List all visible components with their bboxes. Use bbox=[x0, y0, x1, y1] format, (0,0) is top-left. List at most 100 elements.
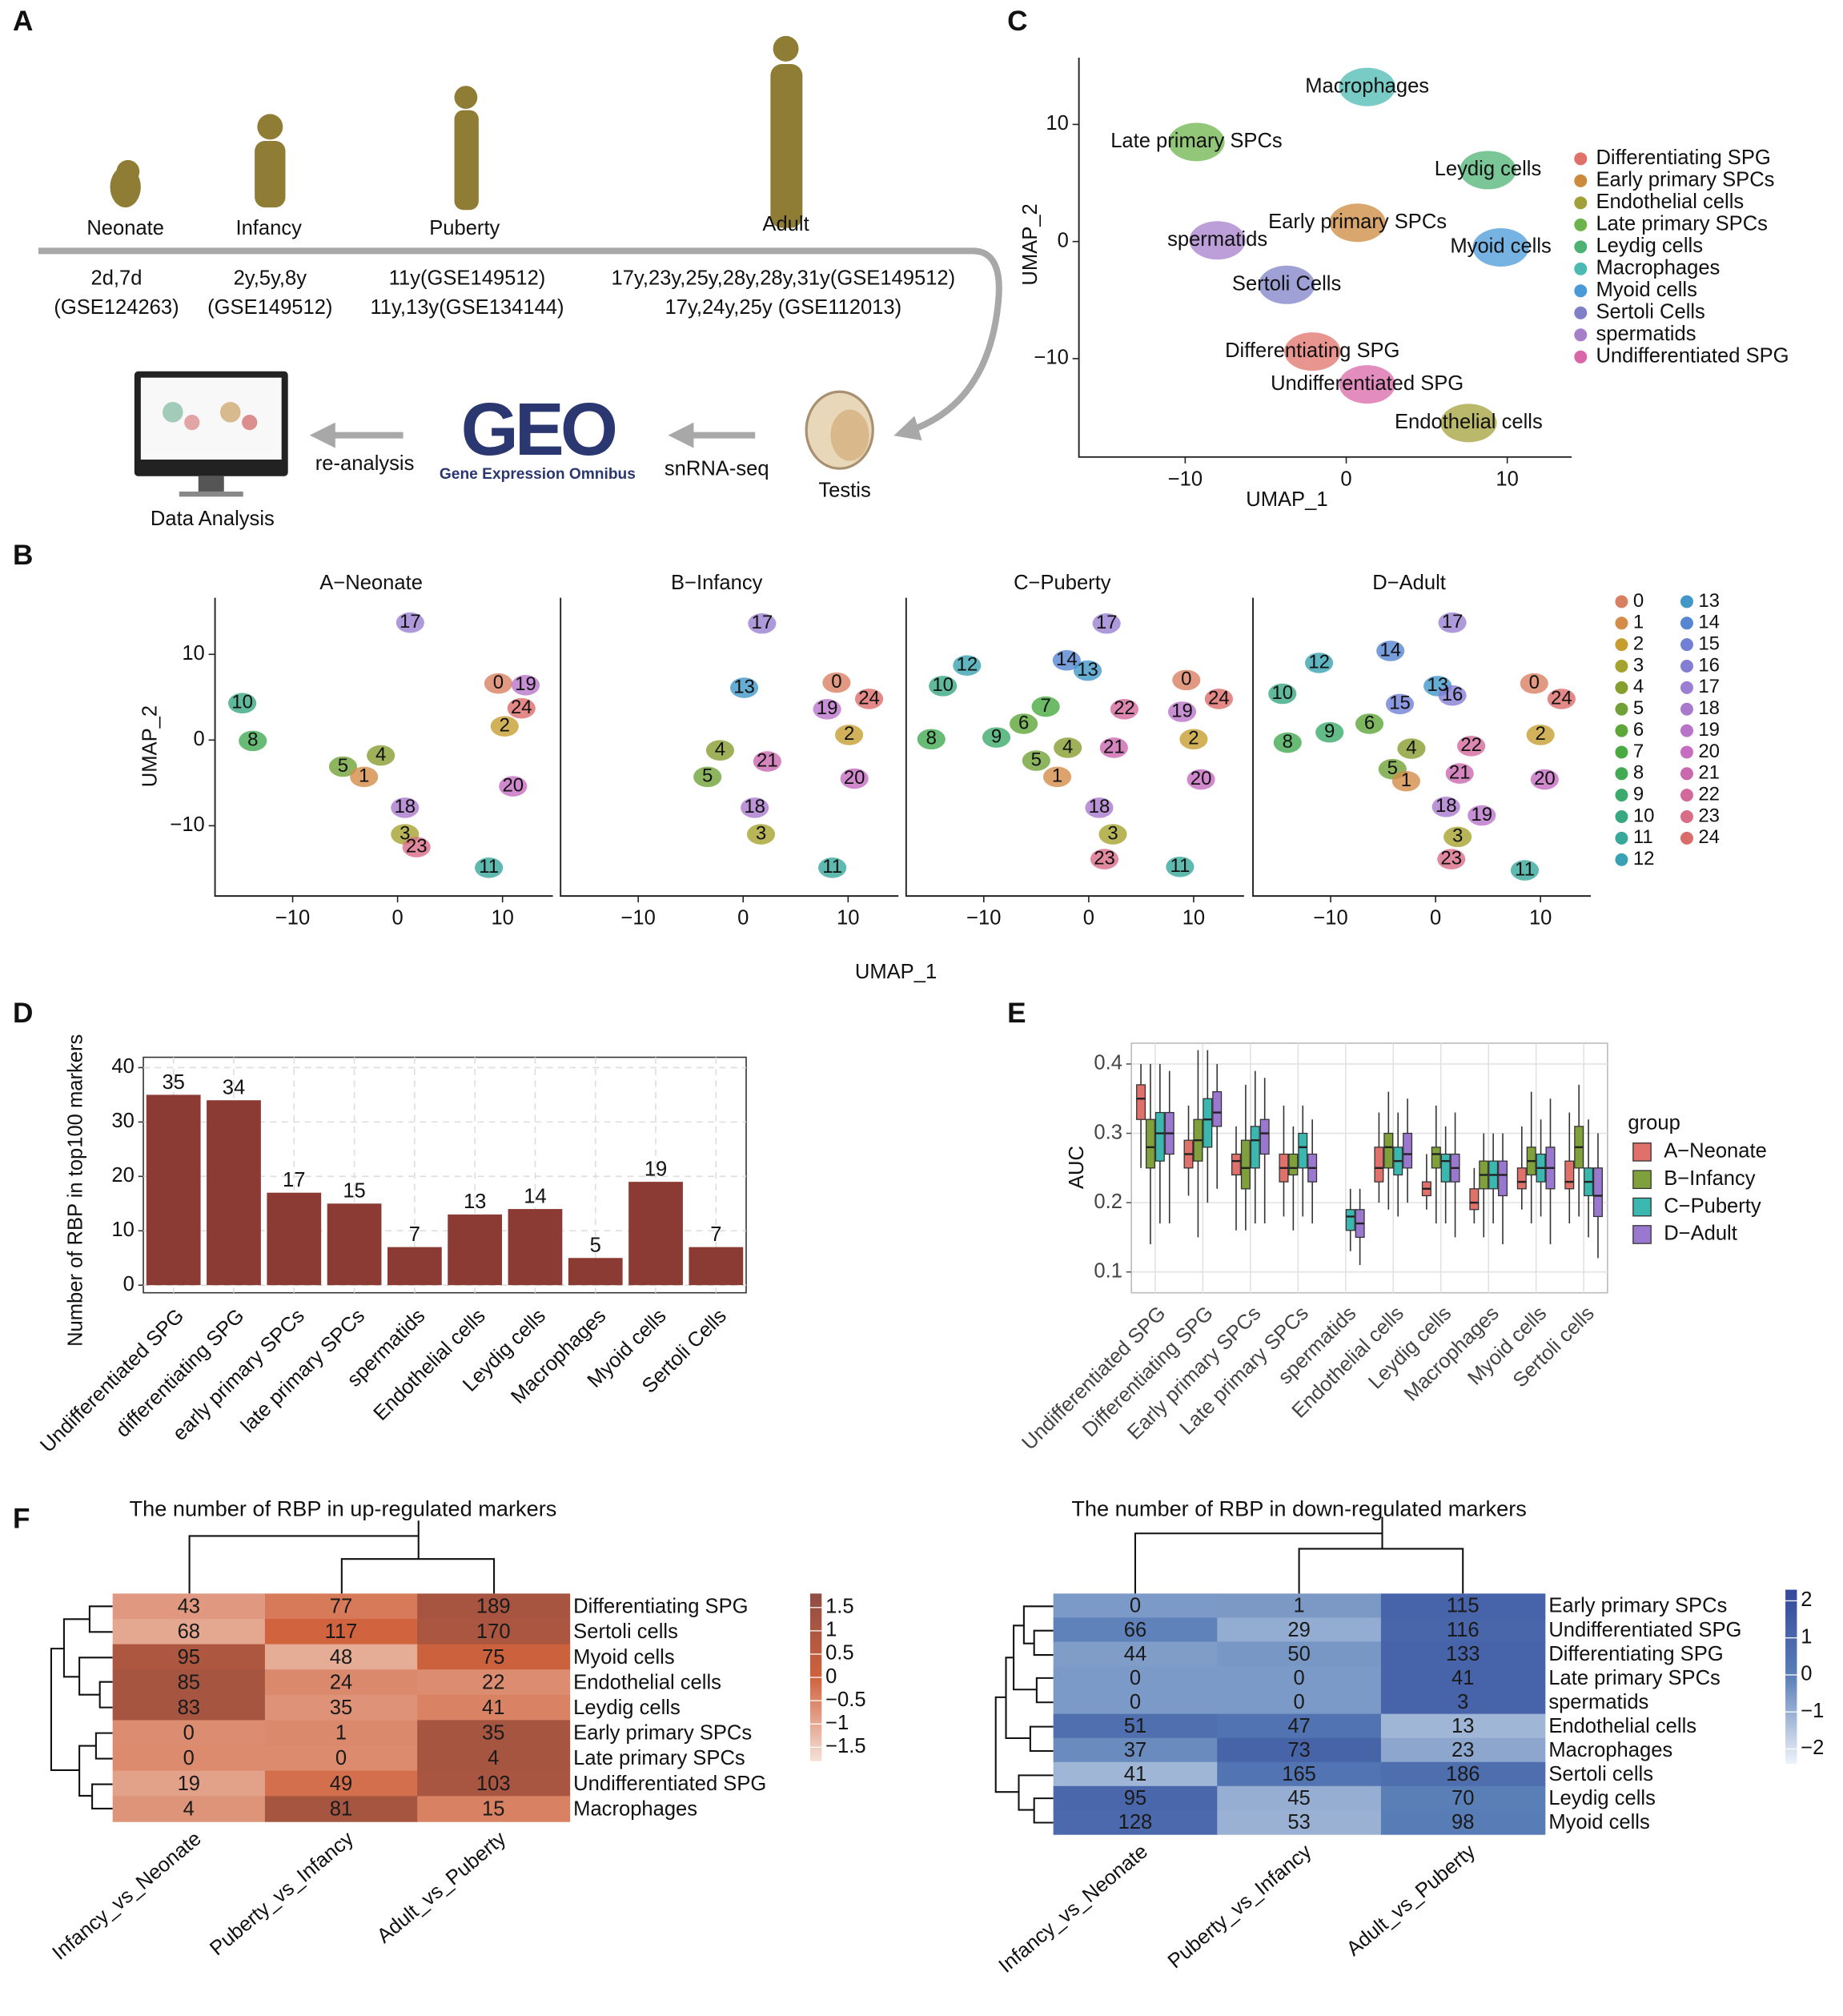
cell-value: 44 bbox=[1124, 1643, 1146, 1665]
row-dendrogram bbox=[50, 1605, 113, 1809]
cell-value: 3 bbox=[1457, 1691, 1468, 1713]
axis-line bbox=[560, 597, 899, 898]
value-label: 15 bbox=[343, 1180, 365, 1203]
box bbox=[1288, 1153, 1299, 1176]
cluster-cloud bbox=[1397, 738, 1426, 759]
heatmap-cell bbox=[1217, 1641, 1382, 1667]
heatmap-cell bbox=[112, 1593, 266, 1620]
cluster-number: 10 bbox=[932, 674, 954, 696]
legend-label: 1 bbox=[1633, 612, 1644, 633]
cell-value: 0 bbox=[1130, 1667, 1141, 1689]
cluster-cloud bbox=[484, 673, 513, 694]
cluster-cloud bbox=[475, 857, 504, 878]
box bbox=[1345, 1209, 1355, 1231]
box bbox=[1564, 1160, 1575, 1190]
cluster-cloud bbox=[917, 729, 946, 750]
cluster-number: 20 bbox=[502, 774, 524, 796]
step-label: snRNA-seq bbox=[665, 458, 769, 480]
legend-label: 21 bbox=[1698, 762, 1720, 784]
legend-label: Endothelial cells bbox=[1596, 191, 1744, 213]
legend-swatch bbox=[1574, 262, 1588, 275]
stage-label: Infancy bbox=[235, 217, 302, 239]
cluster-number: 8 bbox=[1283, 731, 1293, 753]
legend-label: A−Neonate bbox=[1664, 1140, 1767, 1163]
cluster-number: 23 bbox=[406, 835, 428, 857]
screen-art bbox=[184, 415, 200, 431]
legend-label: 16 bbox=[1698, 654, 1720, 676]
y-tick-label: 20 bbox=[111, 1164, 134, 1187]
step-label: Data Analysis bbox=[151, 508, 275, 530]
legend-label: Myoid cells bbox=[1596, 279, 1696, 301]
value-label: 5 bbox=[590, 1235, 601, 1257]
legend-label: Sertoli Cells bbox=[1596, 301, 1704, 323]
box bbox=[1231, 1153, 1241, 1176]
legend-label: C−Puberty bbox=[1664, 1195, 1761, 1217]
cluster-number: 19 bbox=[1471, 804, 1492, 825]
heatmap-cell bbox=[1217, 1593, 1382, 1619]
heatmap-cell bbox=[1217, 1809, 1382, 1835]
legend-label: Macrophages bbox=[1596, 257, 1720, 279]
legend-swatch bbox=[1615, 831, 1628, 845]
heatmap-cell bbox=[417, 1669, 571, 1696]
cluster-number: 14 bbox=[1056, 649, 1078, 670]
row-label: Macrophages bbox=[573, 1797, 697, 1820]
legend-swatch bbox=[1615, 745, 1628, 759]
y-tick-label: 0.1 bbox=[1094, 1259, 1122, 1282]
cluster-number: 19 bbox=[515, 673, 536, 695]
value-label: 14 bbox=[524, 1185, 546, 1207]
heatmap-cell bbox=[1380, 1689, 1546, 1715]
puberty-head bbox=[454, 86, 478, 109]
cluster-number: 16 bbox=[1442, 684, 1464, 705]
cell-cluster bbox=[1472, 228, 1529, 267]
cell-value: 75 bbox=[482, 1646, 504, 1669]
x-tick-label: 10 bbox=[1182, 907, 1205, 930]
cluster-label: Early primary SPCs bbox=[1268, 211, 1447, 233]
cluster-cloud bbox=[1385, 693, 1415, 715]
colorbar-label: 0.5 bbox=[825, 1642, 854, 1665]
heatmap-cell bbox=[264, 1694, 418, 1721]
heatmap-cell bbox=[1380, 1641, 1546, 1667]
cluster-number: 24 bbox=[1551, 687, 1572, 709]
heatmap-cell bbox=[1217, 1785, 1382, 1811]
y-tick-label: 0 bbox=[194, 728, 205, 750]
facet-title: C−Puberty bbox=[1014, 572, 1111, 594]
cluster-number: 5 bbox=[702, 765, 713, 787]
cell-cluster bbox=[1189, 221, 1246, 260]
cluster-cloud bbox=[1443, 826, 1472, 848]
cluster-cloud bbox=[1273, 732, 1302, 753]
y-tick-label: 0 bbox=[123, 1273, 135, 1295]
screen-art bbox=[163, 402, 183, 423]
value-label: 19 bbox=[644, 1158, 667, 1180]
cluster-cloud bbox=[499, 776, 528, 797]
cell-value: 41 bbox=[1124, 1763, 1146, 1785]
cluster-number: 23 bbox=[1094, 847, 1115, 869]
colorbar-label: 1 bbox=[825, 1619, 837, 1641]
cluster-number: 18 bbox=[1089, 796, 1110, 817]
heatmap-title: The number of RBP in up-regulated marker… bbox=[130, 1496, 557, 1521]
x-tick-label: 0 bbox=[1083, 907, 1094, 930]
x-tick-label: 10 bbox=[1496, 468, 1518, 490]
legend-label: 12 bbox=[1633, 848, 1655, 869]
cell-value: 41 bbox=[482, 1697, 504, 1719]
sample-text: 11y(GSE149512) bbox=[389, 267, 546, 289]
cluster-cloud bbox=[741, 797, 769, 818]
cluster-number: 20 bbox=[1534, 768, 1556, 789]
cluster-cloud bbox=[396, 612, 424, 633]
cluster-number: 22 bbox=[1460, 734, 1482, 756]
x-tick-label: 0 bbox=[737, 907, 749, 930]
timeline-arrow bbox=[38, 247, 1002, 441]
legend-swatch bbox=[1574, 350, 1588, 363]
heatmap-cell bbox=[1380, 1761, 1546, 1787]
row-label: Endothelial cells bbox=[573, 1671, 721, 1693]
box bbox=[1592, 1167, 1603, 1218]
colorbar-label: 0 bbox=[825, 1665, 837, 1688]
cluster-number: 0 bbox=[1529, 672, 1540, 693]
value-label: 13 bbox=[464, 1191, 486, 1213]
step-label: re-analysis bbox=[315, 452, 415, 475]
cell-value: 133 bbox=[1446, 1643, 1480, 1665]
cell-value: 0 bbox=[1293, 1667, 1304, 1689]
heatmap-cell bbox=[264, 1644, 418, 1671]
cluster-number: 1 bbox=[359, 765, 369, 787]
x-tick-label: 0 bbox=[1340, 468, 1351, 490]
